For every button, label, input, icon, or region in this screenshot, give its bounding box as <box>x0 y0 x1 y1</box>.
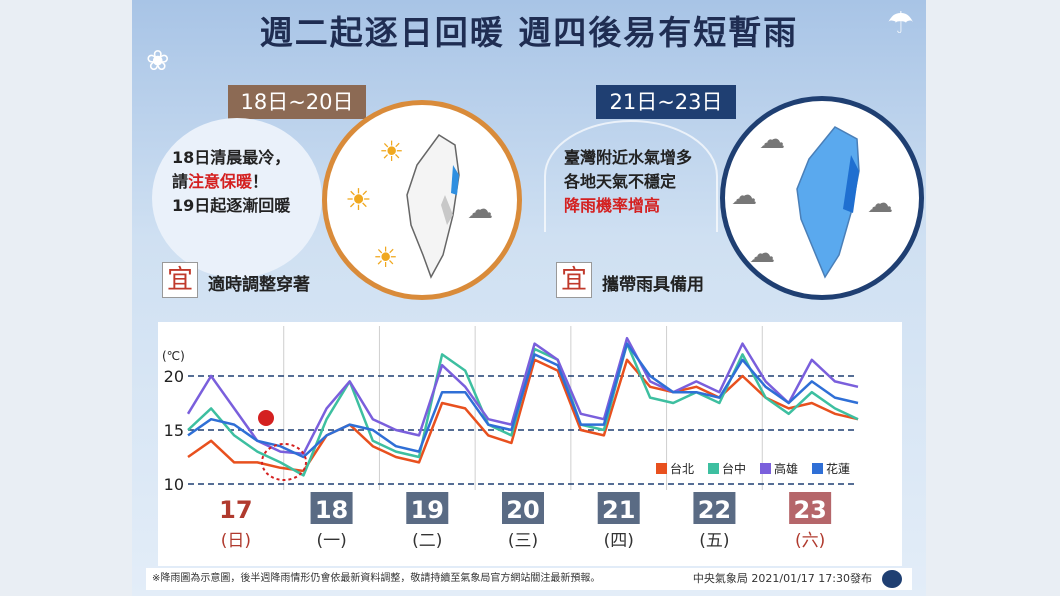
map-bubble-right: ☁ ☁ ☁ ☁ <box>720 96 924 300</box>
advice-right: 攜帶雨具備用 <box>602 275 704 295</box>
date-box <box>789 492 832 524</box>
y-tick-label: 20 <box>164 367 184 386</box>
weekday-label: (四) <box>604 531 634 551</box>
legend-swatch <box>656 463 667 474</box>
umbrella-icon: ☂ <box>887 6 914 41</box>
date-label: 22 <box>698 496 731 524</box>
temperature-chart: 10 15 20 (℃) 台北 台中 高雄 花蓮 17 (日) 18 (一) 19 (二) 20 (三) 21 (… <box>158 322 902 566</box>
advice-char-right: 宜 <box>556 262 592 298</box>
sun-icon: ☀ <box>379 135 405 168</box>
sun-icon: ☀ <box>345 183 372 218</box>
series-line-台中 <box>187 342 859 477</box>
legend-label: 台北 <box>670 461 694 476</box>
weekday-label: (五) <box>699 531 729 551</box>
date-box <box>406 492 449 524</box>
legend-label: 台中 <box>722 461 746 476</box>
left-note-line1: 18日清晨最冷， <box>172 148 291 167</box>
weekday-label: (二) <box>412 531 442 551</box>
y-tick-label: 15 <box>164 421 184 440</box>
date-label: 23 <box>793 496 826 524</box>
coldest-marker <box>261 443 307 481</box>
map-bubble-left: ☀ ☀ ☀ ☁ <box>322 100 522 300</box>
date-label: 17 <box>219 496 252 524</box>
right-note-line1: 臺灣附近水氣增多 <box>564 148 693 167</box>
legend-swatch <box>812 463 823 474</box>
left-note-line3: 19日起逐漸回暖 <box>172 196 291 215</box>
alert-icon <box>258 410 274 426</box>
date-label: 19 <box>411 496 444 524</box>
weekday-label: (三) <box>508 531 538 551</box>
rain-cloud-icon: ☁ <box>749 239 775 269</box>
footer-issuer: 中央氣象局 2021/01/17 17:30發布 <box>692 572 872 585</box>
legend-swatch <box>760 463 771 474</box>
temperature-chart-svg: 10 15 20 (℃) 台北 台中 高雄 花蓮 17 (日) 18 (一) 19 (二) 20 (三) 21 (… <box>162 326 859 551</box>
date-box <box>310 492 353 524</box>
series-line-台北 <box>187 358 859 473</box>
advice-left: 適時調整穿著 <box>208 275 310 295</box>
left-note: 18日清晨最冷， 請注意保暖！ 19日起逐漸回暖 <box>172 146 290 218</box>
sun-icon: ☀ <box>373 241 399 274</box>
right-note-line2: 各地天氣不穩定 <box>564 172 677 191</box>
cwb-logo-icon <box>882 570 902 588</box>
footer: ※降雨圖為示意圖，後半週降雨情形仍會依最新資料調整，敬請持續至氣象局官方網站關注… <box>146 568 912 590</box>
period-tag-left: 18日~20日 <box>228 85 366 119</box>
date-box <box>502 492 544 524</box>
weekday-label: (六) <box>795 531 825 551</box>
weekday-label: (一) <box>316 531 346 551</box>
legend-swatch <box>708 463 719 474</box>
page-title: 週二起逐日回暖 週四後易有短暫雨 <box>259 13 799 52</box>
snowflake-icon: ❀ <box>146 44 170 77</box>
date-box <box>597 492 640 524</box>
taiwan-map-right <box>796 126 860 279</box>
background-right <box>926 0 1060 596</box>
series-line-花蓮 <box>187 342 859 459</box>
weekday-label: (日) <box>221 531 251 551</box>
date-label: 18 <box>315 496 348 524</box>
right-note-highlight: 降雨機率增高 <box>564 196 661 215</box>
right-note: 臺灣附近水氣增多 各地天氣不穩定 降雨機率增高 <box>564 146 692 218</box>
forecast-card: 週二起逐日回暖 週四後易有短暫雨 ☂ ❀ 18日~20日 21日~23日 18日… <box>132 0 926 596</box>
date-box <box>693 492 736 524</box>
period-tag-right: 21日~23日 <box>596 85 736 119</box>
advice-char-left: 宜 <box>162 262 198 298</box>
legend-label: 高雄 <box>774 461 798 476</box>
left-note-line2c: ！ <box>252 172 269 191</box>
legend-label: 花蓮 <box>826 461 850 476</box>
y-tick-label: 10 <box>164 475 184 494</box>
footer-disclaimer: ※降雨圖為示意圖，後半週降雨情形仍會依最新資料調整，敬請持續至氣象局官方網站關注… <box>152 573 601 584</box>
cloud-shape <box>152 118 322 278</box>
left-note-highlight: 注意保暖 <box>188 172 253 191</box>
series-line-高雄 <box>186 336 859 456</box>
y-axis-label: (℃) <box>162 349 185 363</box>
rain-cloud-icon: ☁ <box>731 181 757 211</box>
rain-cloud-icon: ☁ <box>867 189 893 219</box>
rain-cloud-icon: ☁ <box>467 195 493 225</box>
date-label: 21 <box>602 496 635 524</box>
left-note-line2a: 請 <box>172 172 189 191</box>
left-note-line2: 請注意保暖！ <box>172 170 290 194</box>
background-left <box>0 0 132 596</box>
umbrella-outline <box>544 120 718 232</box>
taiwan-map-left <box>406 133 460 279</box>
date-label: 20 <box>506 496 539 524</box>
rain-cloud-icon: ☁ <box>759 125 785 155</box>
